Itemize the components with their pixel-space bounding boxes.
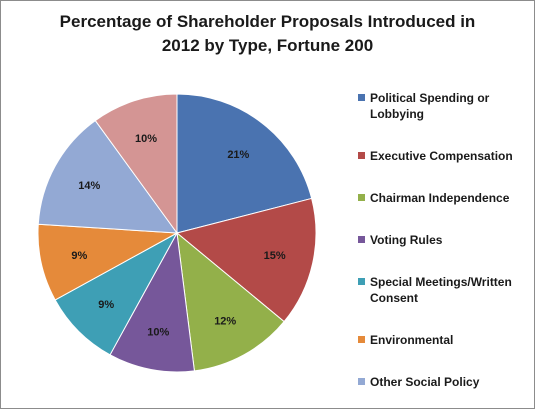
legend-label: Voting Rules (370, 232, 535, 248)
legend-label: Environmental (370, 332, 535, 348)
chart-title-line-2: 2012 by Type, Fortune 200 (161, 36, 374, 55)
legend-label-line: Lobbying (370, 107, 424, 121)
legend-label-line: Special Meetings/Written (370, 275, 512, 289)
legend-swatch (358, 194, 365, 201)
chart-title-line-1: Percentage of Shareholder Proposals Intr… (59, 12, 476, 31)
legend-swatch (358, 378, 365, 385)
pie-slice-4 (109, 231, 195, 373)
legend-swatch (358, 336, 365, 343)
pie-slice-6 (37, 223, 179, 301)
legend-swatch (358, 94, 365, 101)
legend-label-line: Political Spending or (370, 91, 490, 105)
slice-label-1: 21% (227, 149, 249, 161)
pie-slice-5 (54, 231, 179, 356)
slice-label-6: 9% (71, 250, 87, 262)
legend-label-line: Chairman Independence (370, 191, 510, 205)
legend-swatch (358, 152, 365, 159)
legend-label: Chairman Independence (370, 190, 535, 206)
legend-swatch (358, 278, 365, 285)
legend-label-line: Environmental (370, 333, 454, 347)
pie-slice-8 (94, 93, 178, 235)
legend-label-line: Voting Rules (370, 233, 443, 247)
pie-slice-7 (37, 119, 179, 234)
legend-label: Executive Compensation (370, 148, 535, 164)
pie-slice-2 (175, 197, 317, 323)
pie-slice-1 (176, 93, 313, 234)
slice-label-4: 10% (147, 326, 169, 338)
slice-label-7: 14% (78, 180, 100, 192)
slice-label-8: 10% (135, 133, 157, 145)
pie-slice-3 (176, 231, 285, 372)
legend-swatch (358, 236, 365, 243)
slice-label-2: 15% (264, 250, 286, 262)
legend-label: Other Social Policy (370, 374, 535, 390)
legend-label-line: Consent (370, 291, 418, 305)
chart-title: Percentage of Shareholder Proposals Intr… (0, 10, 535, 58)
legend-label-line: Other Social Policy (370, 375, 480, 389)
legend-label: Political Spending or Lobbying (370, 90, 535, 122)
slice-label-3: 12% (214, 316, 236, 328)
legend-label-line: Executive Compensation (370, 149, 513, 163)
legend-label: Special Meetings/Written Consent (370, 274, 535, 306)
slice-label-5: 9% (98, 299, 114, 311)
